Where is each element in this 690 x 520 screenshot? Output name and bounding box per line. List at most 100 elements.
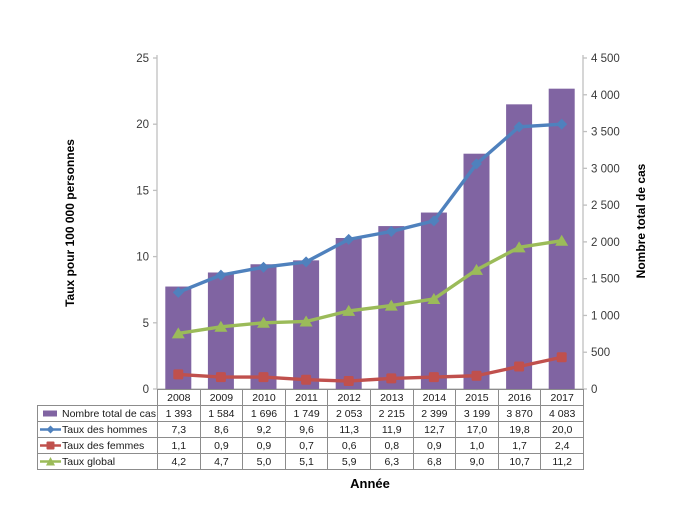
legend-label: Taux global (62, 455, 116, 468)
value-cell: 4 083 (540, 405, 584, 422)
triangle-marker (512, 241, 526, 253)
value-cell: 1,7 (497, 437, 542, 454)
value-cell: 10,7 (497, 453, 542, 470)
year-cell: 2014 (412, 389, 457, 406)
triangle-marker (257, 316, 270, 328)
value-cell: 0,7 (284, 437, 329, 454)
legend-entry: Taux des hommes (40, 424, 156, 436)
square-marker (556, 352, 567, 363)
line-taux-des-femmes (176, 355, 564, 383)
data-table: 2008 2009 2010 2011 2012 2013 2014 2015 2016 2017… (37, 389, 584, 470)
value-cell: 2,4 (540, 437, 584, 454)
right-tick-label: 1 500 (591, 274, 620, 286)
triangle-marker (171, 327, 185, 339)
value-cell: 0,9 (412, 437, 457, 454)
left-tick-label: 20 (136, 119, 149, 131)
square-marker (471, 370, 482, 381)
diamond-marker (513, 121, 525, 133)
value-cell: 9,0 (455, 453, 499, 470)
table-series-row: Nombre total de cas 1 393 1 584 1 696 1 749 2… (37, 405, 584, 422)
square-line-icon (40, 441, 61, 450)
left-tick-label: 25 (136, 53, 149, 65)
square-marker (428, 372, 439, 383)
value-cell: 1 749 (284, 405, 329, 422)
diamond-marker (172, 286, 184, 298)
line-taux-des-hommes (176, 122, 564, 295)
triangle-marker (555, 234, 569, 246)
left-tick-label: 5 (143, 318, 149, 330)
diamond-marker (300, 256, 312, 268)
legend-entry: Taux des femmes (40, 440, 156, 452)
value-cell: 5,9 (327, 453, 371, 470)
diamond-marker (343, 233, 355, 245)
value-cell: 2 053 (327, 405, 371, 422)
value-cell: 3 199 (455, 405, 499, 422)
value-cell: 5,1 (284, 453, 329, 470)
right-tick-label: 2 000 (591, 237, 620, 249)
value-cell: 9,6 (284, 421, 329, 438)
value-cell: 7,3 (157, 421, 201, 438)
legend-label: Taux des hommes (62, 423, 148, 436)
table-series-row: Taux des hommes 7,3 8,6 9,2 9,6 11,3 11,9 12,7 1… (37, 421, 584, 438)
value-cell: 19,8 (497, 421, 542, 438)
diamond-marker (556, 118, 568, 130)
value-cell: 2 399 (412, 405, 457, 422)
year-cell: 2010 (242, 389, 286, 406)
right-tick-label: 500 (591, 347, 610, 359)
triangle-marker (214, 320, 228, 332)
value-cell: 4,7 (199, 453, 244, 470)
value-cell: 5,0 (242, 453, 286, 470)
legend-label: Taux des femmes (62, 439, 145, 452)
value-cell: 0,8 (369, 437, 414, 454)
value-cell: 6,3 (369, 453, 414, 470)
legend-cell: Taux des femmes (37, 437, 158, 454)
value-cell: 0,9 (199, 437, 244, 454)
table-year-row: 2008 2009 2010 2011 2012 2013 2014 2015 2016 2017 (38, 389, 584, 406)
diamond-line-icon (40, 425, 61, 434)
right-tick-label: 4 000 (591, 90, 620, 102)
right-tick-label: 4 500 (591, 53, 620, 65)
year-cell: 2016 (497, 389, 542, 406)
value-cell: 11,2 (540, 453, 584, 470)
legend-label: Nombre total de cas (62, 407, 156, 420)
value-cell: 4,2 (157, 453, 201, 470)
left-tick-label: 10 (136, 252, 149, 264)
legend-cell: Taux global (37, 453, 158, 470)
value-cell: 1,0 (455, 437, 499, 454)
value-cell: 3 870 (497, 405, 542, 422)
plot-area: 0 5 10 15 20 25 0 500 1 000 1 500 2 000 2 500 3 000 3… (136, 53, 620, 396)
value-cell: 11,9 (369, 421, 414, 438)
value-cell: 17,0 (455, 421, 499, 438)
value-cell: 20,0 (540, 421, 584, 438)
year-cell: 2015 (455, 389, 499, 406)
right-tick-label: 2 500 (591, 200, 620, 212)
value-cell: 9,2 (242, 421, 286, 438)
year-cell: 2013 (369, 389, 414, 406)
year-cell: 2009 (199, 389, 244, 406)
legend-entry: Taux global (40, 456, 156, 468)
value-cell: 1 393 (157, 405, 201, 422)
triangle-marker (342, 304, 356, 316)
right-axis-title: Nombre total de cas (634, 163, 648, 279)
square-marker (301, 374, 312, 385)
value-cell: 1 696 (242, 405, 286, 422)
left-axis-title: Taux pour 100 000 personnes (63, 139, 77, 307)
triangle-line-icon (40, 457, 61, 466)
right-tick-label: 0 (591, 384, 597, 396)
bar-swatch-icon (43, 410, 57, 417)
value-cell: 2 215 (369, 405, 414, 422)
square-marker (258, 372, 269, 383)
triangle-marker (299, 315, 313, 327)
right-tick-label: 1 000 (591, 310, 620, 322)
x-axis-title: Année (350, 476, 390, 491)
triangle-marker (470, 263, 483, 275)
year-cell: 2012 (327, 389, 371, 406)
value-cell: 0,9 (242, 437, 286, 454)
value-cell: 6,8 (412, 453, 457, 470)
square-marker (215, 372, 226, 383)
square-marker (386, 373, 397, 384)
value-cell: 1 584 (199, 405, 244, 422)
square-marker (173, 369, 184, 380)
table-series-row: Taux des femmes 1,1 0,9 0,9 0,7 0,6 0,8 0,9 1,0 1… (37, 437, 584, 454)
